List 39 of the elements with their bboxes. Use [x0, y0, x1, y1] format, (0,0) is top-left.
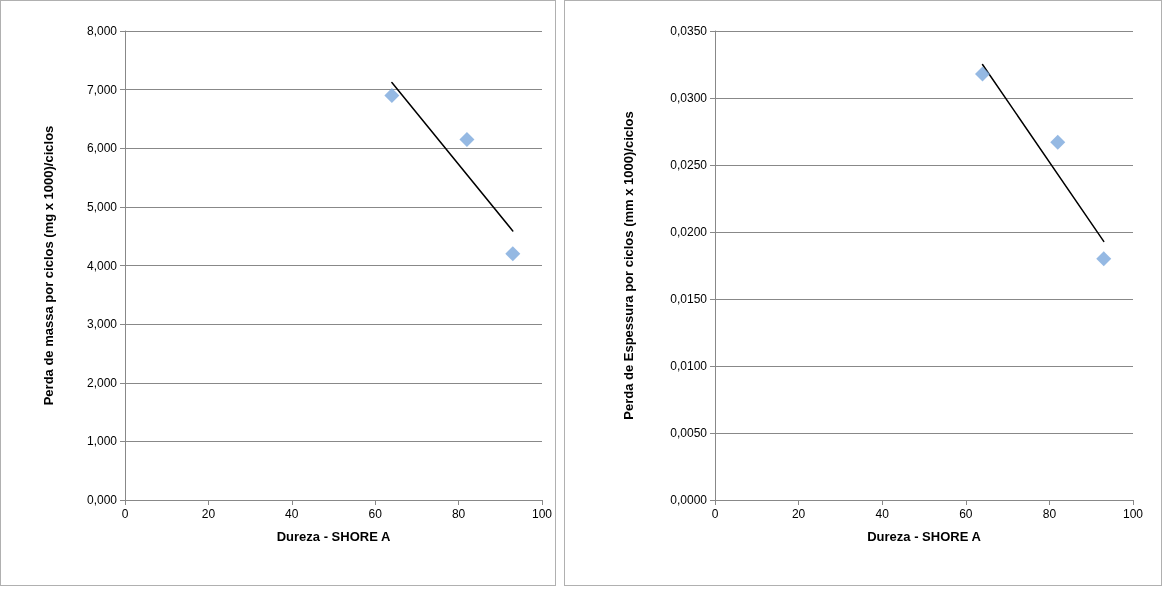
y-tick-label: 0,0000	[670, 493, 708, 507]
x-tick-label: 60	[959, 507, 973, 521]
y-tick-label: 0,000	[86, 493, 118, 507]
y-tick-label: 0,0300	[670, 91, 708, 105]
y-tick-label: 5,000	[86, 199, 118, 214]
x-tick-label: 60	[368, 507, 383, 521]
x-tick-label: 80	[451, 507, 466, 521]
point	[459, 131, 475, 147]
point	[1050, 134, 1066, 150]
y-tick-label: 0,0150	[670, 292, 708, 306]
y-tick-label: 2,000	[86, 375, 118, 390]
x-tick-label: 20	[791, 507, 806, 521]
x-axis-title: Dureza - SHORE A	[276, 529, 391, 544]
point	[505, 246, 521, 262]
y-tick-label: 4,000	[86, 258, 118, 273]
y-tick-label: 0,0100	[670, 359, 708, 373]
x-axis-title: Dureza - SHORE A	[867, 529, 982, 544]
x-tick-label: 80	[1042, 507, 1057, 521]
x-tick-label: 40	[875, 507, 890, 521]
y-tick-label: 1,000	[86, 434, 118, 449]
point	[975, 66, 991, 82]
point	[1096, 251, 1112, 267]
x-tick-label: 100	[1122, 507, 1144, 521]
y-tick-label: 6,000	[86, 141, 118, 156]
y-tick-label: 7,000	[86, 82, 118, 97]
y-tick-label: 0,0050	[670, 426, 708, 440]
y-tick-label: 0,0200	[670, 225, 708, 239]
x-tick-label: 0	[121, 507, 129, 521]
y-axis-title: Perda de massa por ciclos (mg x 1000)/ciclos	[41, 125, 56, 406]
x-tick-label: 20	[201, 507, 216, 521]
y-axis-title: Perda de Espessura por ciclos (mm x 1000)/ciclos	[621, 111, 636, 420]
y-tick-label: 8,000	[86, 24, 118, 38]
point	[384, 87, 400, 103]
x-tick-label: 0	[711, 507, 719, 521]
y-tick-label: 0,0350	[670, 24, 708, 38]
y-tick-label: 0,0250	[670, 158, 708, 172]
x-tick-label: 100	[531, 507, 553, 521]
y-tick-label: 3,000	[86, 317, 118, 332]
x-tick-label: 40	[285, 507, 299, 521]
